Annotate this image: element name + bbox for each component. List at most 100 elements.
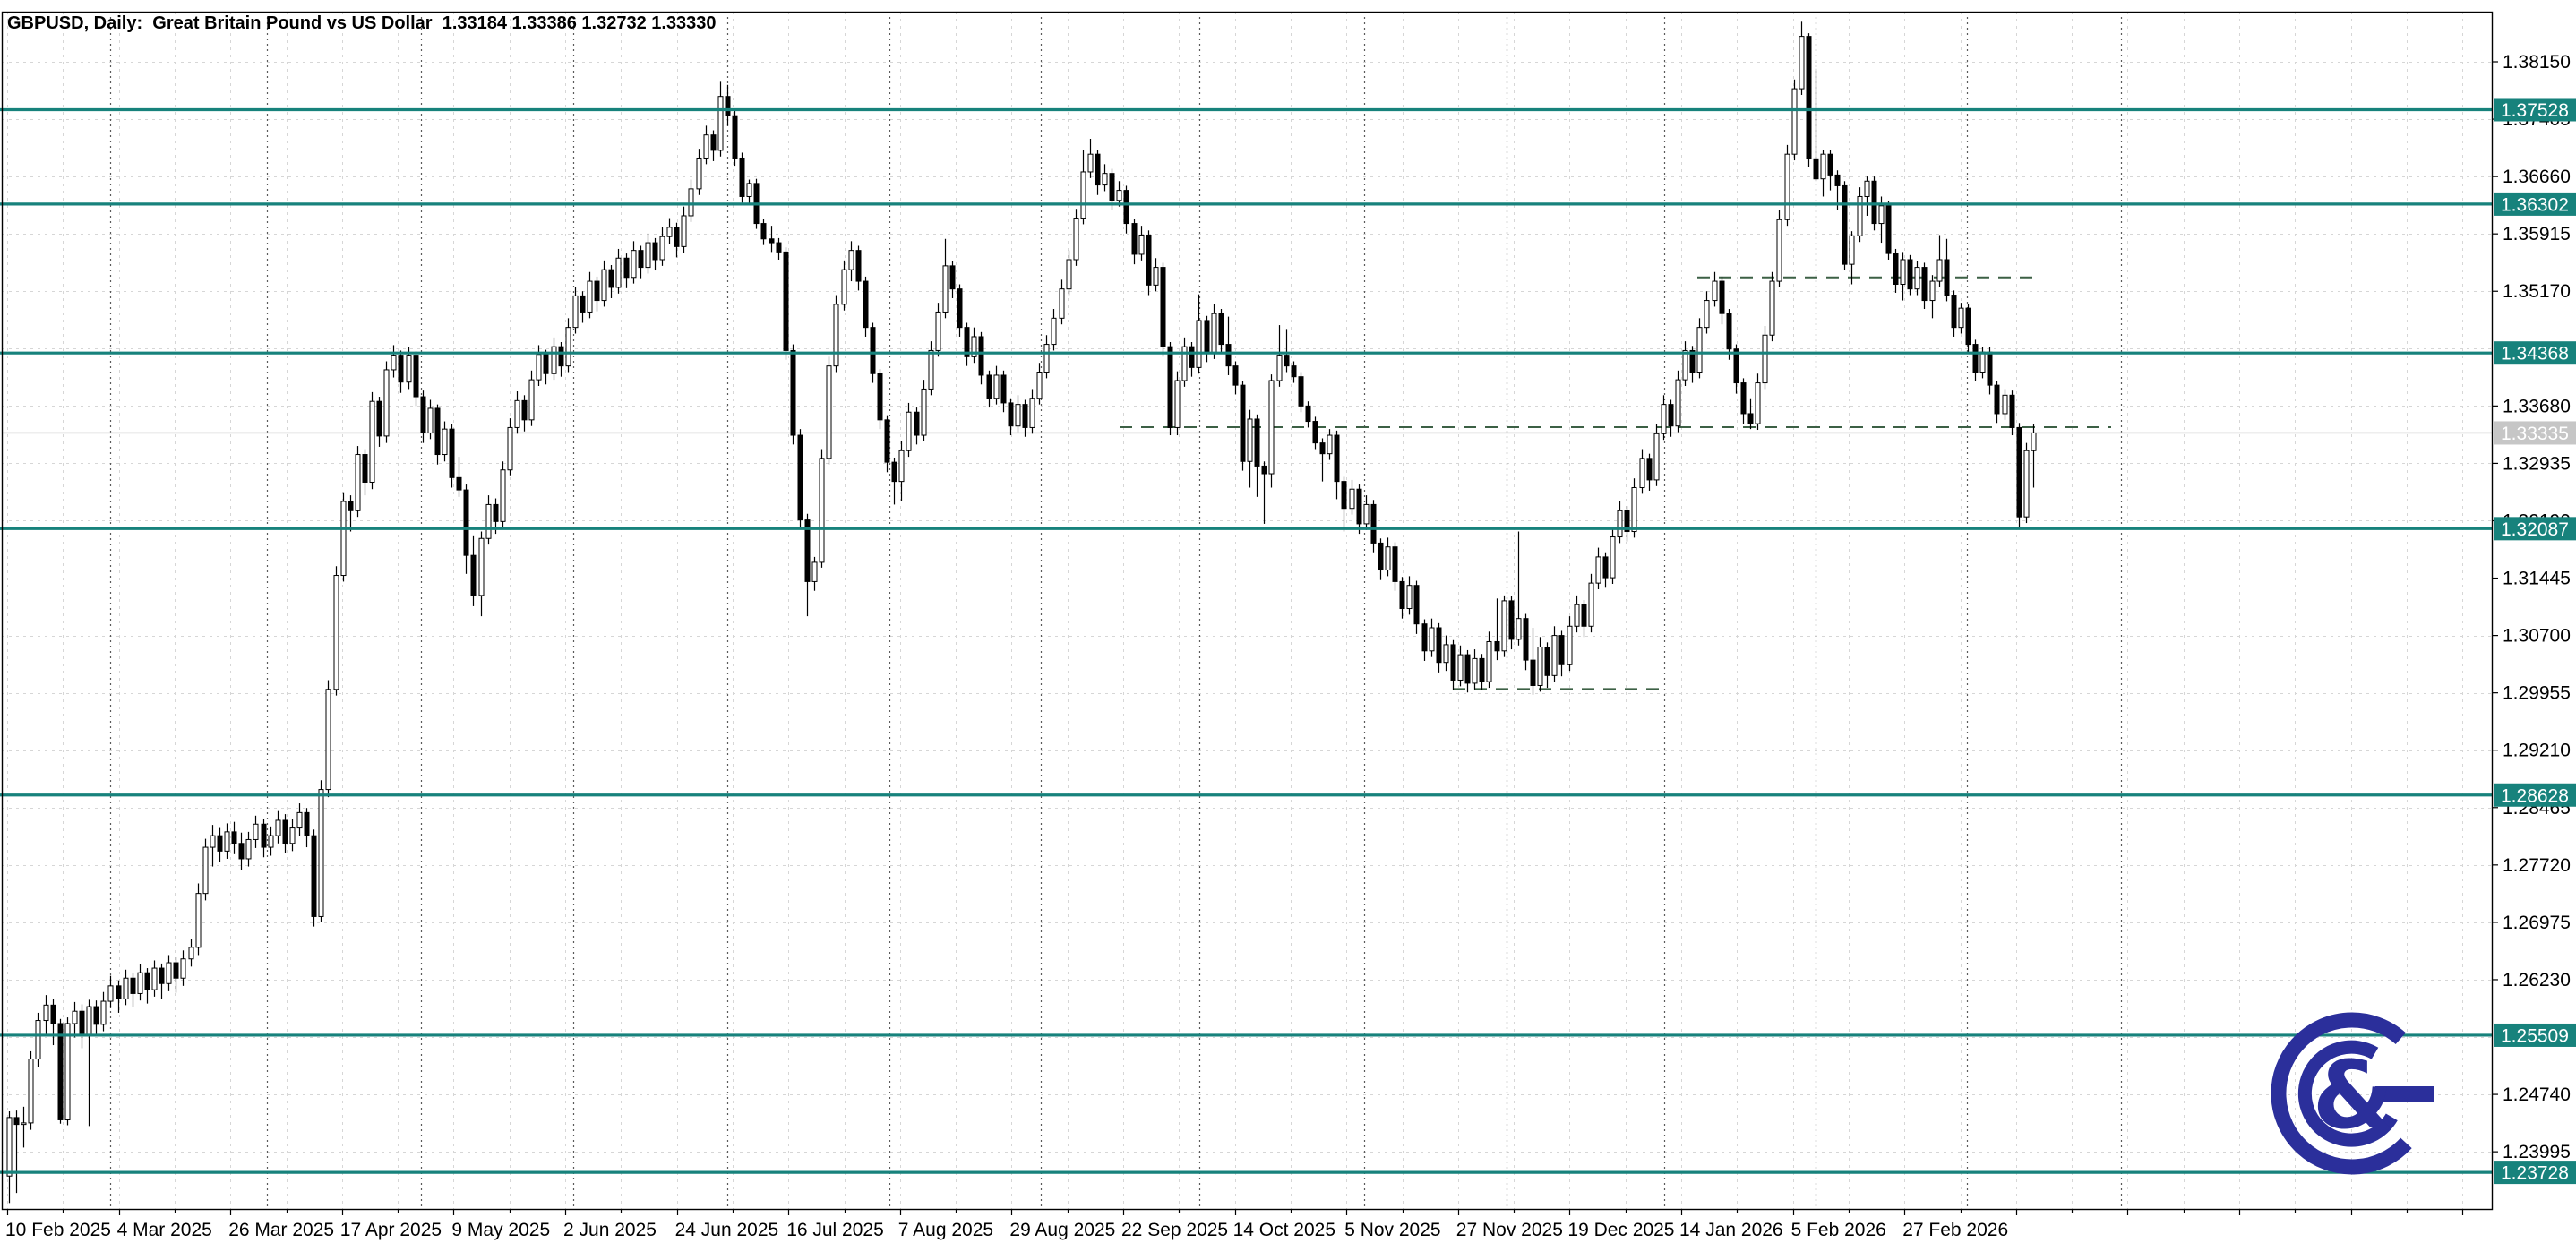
price-axis[interactable]: 1.381501.374051.366601.359151.351701.336… bbox=[2492, 52, 2576, 1185]
date-tick-label: 19 Dec 2025 bbox=[1567, 1220, 1674, 1240]
candle-body-up bbox=[253, 823, 259, 840]
candle-body-up bbox=[826, 365, 832, 459]
candle-body-down bbox=[949, 265, 956, 290]
candle-body-up bbox=[1936, 259, 1943, 282]
candle-body-down bbox=[130, 977, 136, 994]
candle-body-up bbox=[485, 503, 492, 539]
candle-body-down bbox=[978, 336, 984, 376]
candle-body-up bbox=[898, 450, 905, 483]
candle-body-down bbox=[1544, 646, 1550, 676]
candle-body-up bbox=[1043, 344, 1050, 373]
candle-body-down bbox=[732, 115, 738, 159]
candle-body-up bbox=[1675, 379, 1681, 427]
dashed-levels[interactable] bbox=[1120, 276, 2111, 690]
candle-body-down bbox=[783, 251, 789, 351]
candle-body-up bbox=[43, 1004, 49, 1022]
candle-body-down bbox=[1581, 604, 1587, 627]
candle-body-up bbox=[928, 349, 934, 390]
candle-body-down bbox=[1719, 280, 1725, 314]
candle-body-down bbox=[1370, 503, 1377, 544]
candle-body-up bbox=[1029, 398, 1035, 428]
candle-body-up bbox=[1791, 88, 1798, 155]
date-tick-label: 4 Mar 2025 bbox=[117, 1220, 212, 1240]
candle-body-down bbox=[1254, 418, 1260, 467]
candle-body-up bbox=[848, 250, 854, 270]
candle-body-up bbox=[551, 346, 557, 374]
candle-body-up bbox=[2002, 394, 2008, 415]
candle-body-down bbox=[1240, 384, 1246, 462]
candle-body-down bbox=[1530, 659, 1536, 686]
gridlines bbox=[2, 12, 2492, 1209]
candle-body-down bbox=[769, 238, 775, 244]
candle-body-down bbox=[1479, 657, 1485, 682]
candle-body-up bbox=[993, 374, 1000, 399]
price-tick-label: 1.38150 bbox=[2503, 52, 2571, 73]
candle-body-up bbox=[1486, 640, 1492, 682]
candle-body-down bbox=[1421, 623, 1428, 652]
candle-body-down bbox=[1334, 434, 1340, 483]
date-axis[interactable]: 10 Feb 2025 4 Mar 2025 26 Mar 2025 17 Apr 2… bbox=[5, 1209, 2464, 1240]
candle-body-up bbox=[369, 400, 375, 483]
candle-body-down bbox=[1095, 153, 1101, 186]
logo-outer-g-arc-icon bbox=[2271, 1012, 2412, 1175]
candle-body-up bbox=[1776, 219, 1782, 282]
candle-body-down bbox=[398, 355, 404, 383]
candle-body-down bbox=[1965, 307, 1971, 346]
support-resistance-lines[interactable] bbox=[0, 107, 2492, 1174]
candle-body-down bbox=[760, 223, 767, 240]
candle-body-up bbox=[442, 428, 448, 456]
candle-body-down bbox=[57, 1023, 64, 1120]
candle-body-down bbox=[1871, 180, 1877, 225]
price-tick-label: 1.35915 bbox=[2503, 224, 2571, 244]
candle-body-up bbox=[1712, 280, 1718, 302]
candle-body-up bbox=[1174, 380, 1181, 428]
candle-body-up bbox=[1059, 288, 1065, 319]
date-tick-label: 14 Oct 2025 bbox=[1233, 1220, 1335, 1240]
price-tick-label: 1.27720 bbox=[2503, 855, 2571, 876]
candle-body-up bbox=[275, 819, 281, 836]
date-tick-label: 22 Sep 2025 bbox=[1121, 1220, 1228, 1240]
candle-body-down bbox=[2016, 426, 2022, 518]
candle-body-up bbox=[1631, 487, 1637, 533]
candle-body-up bbox=[1878, 205, 1885, 225]
candle-body-up bbox=[296, 811, 303, 829]
candle-body-up bbox=[245, 838, 252, 860]
candle-body-up bbox=[536, 354, 542, 381]
candle-body-down bbox=[1951, 295, 1957, 329]
level-price-label: 1.36302 bbox=[2501, 194, 2569, 215]
candle-body-down bbox=[1827, 153, 1833, 176]
candle-body-down bbox=[1305, 405, 1311, 423]
candle-body-down bbox=[623, 257, 630, 279]
candle-body-down bbox=[1806, 36, 1812, 159]
candle-body-down bbox=[674, 227, 680, 247]
candle-body-up bbox=[615, 257, 622, 288]
candle-body-down bbox=[1972, 344, 1979, 373]
candle-body-up bbox=[1516, 618, 1522, 640]
candle-body-down bbox=[870, 327, 876, 374]
candle-body-up bbox=[717, 96, 724, 151]
candle-body-up bbox=[137, 972, 143, 994]
level-price-label-box bbox=[2494, 341, 2576, 365]
candle-body-down bbox=[1160, 267, 1166, 347]
candle-body-up bbox=[1769, 280, 1775, 336]
candle-body-up bbox=[528, 379, 535, 421]
level-price-label-box bbox=[2494, 783, 2576, 807]
candle-body-up bbox=[1639, 458, 1645, 489]
candle-body-down bbox=[1284, 355, 1290, 367]
candle-body-up bbox=[1799, 36, 1805, 90]
price-tick-label: 1.33680 bbox=[2503, 396, 2571, 416]
candle-body-up bbox=[681, 215, 687, 247]
candle-body-up bbox=[1755, 382, 1761, 424]
candle-body-down bbox=[434, 407, 441, 456]
candle-body-down bbox=[173, 962, 179, 979]
candle-body-down bbox=[1232, 365, 1239, 386]
candle-body-down bbox=[855, 250, 862, 282]
candle-body-up bbox=[841, 269, 847, 305]
candle-body-up bbox=[72, 1010, 78, 1024]
candle-body-up bbox=[1015, 404, 1021, 427]
candle-body-down bbox=[914, 411, 920, 436]
candle-body-down bbox=[116, 985, 122, 999]
price-tick-label: 1.36660 bbox=[2503, 167, 2571, 187]
candle-body-up bbox=[1682, 349, 1688, 381]
